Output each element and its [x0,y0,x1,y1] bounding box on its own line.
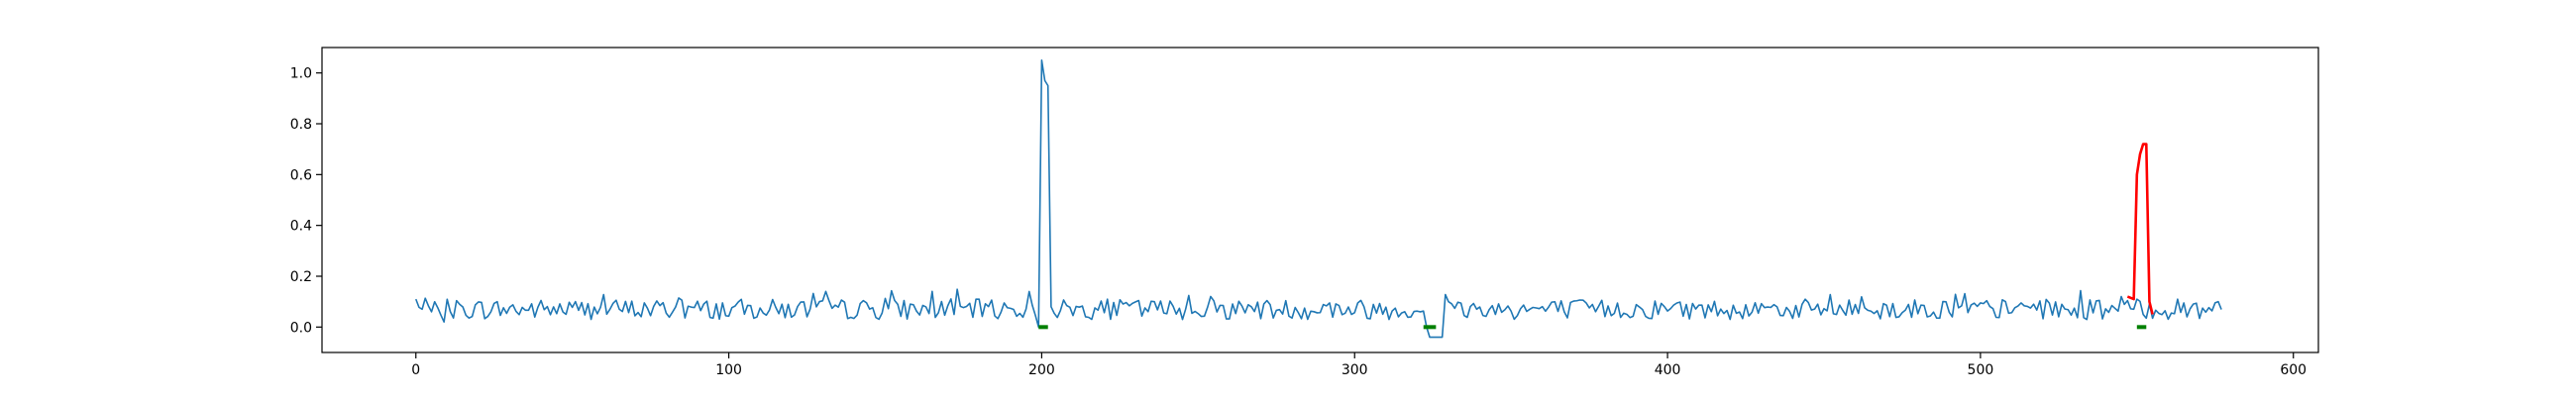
plot-frame [321,47,2319,353]
signal-series-line [415,59,2222,339]
y-tick-label: 0.2 [290,269,312,285]
x-tick-label: 100 [715,362,742,378]
anomaly-series-line [2126,143,2154,315]
x-tick-label: 200 [1028,362,1055,378]
x-tick-label: 400 [1655,362,1681,378]
y-tick-label: 1.0 [290,66,312,82]
y-tick-label: 0.4 [290,219,312,235]
plot-lines [415,59,2222,339]
x-tick-label: 0 [411,362,420,378]
x-tick-label: 300 [1342,362,1368,378]
y-axis: 0.0 0.2 0.4 0.6 0.8 1.0 [290,66,322,336]
x-axis: 0 100 200 300 400 500 600 [411,352,2307,378]
y-tick-label: 0.6 [290,167,312,183]
y-tick-label: 0.0 [290,320,312,336]
y-tick-label: 0.8 [290,117,312,133]
x-tick-label: 600 [2280,362,2307,378]
x-tick-label: 500 [1968,362,1994,378]
